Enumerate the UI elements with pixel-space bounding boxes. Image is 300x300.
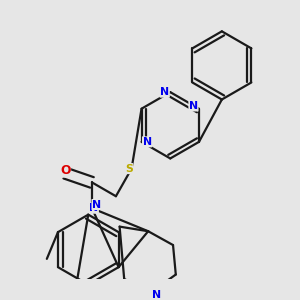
Text: N: N (142, 137, 152, 147)
Text: N: N (92, 200, 101, 209)
Text: O: O (60, 164, 70, 177)
Text: S: S (125, 164, 133, 174)
Text: N: N (89, 203, 98, 213)
Text: N: N (152, 290, 161, 300)
Text: N: N (189, 101, 198, 111)
Text: N: N (160, 87, 169, 97)
